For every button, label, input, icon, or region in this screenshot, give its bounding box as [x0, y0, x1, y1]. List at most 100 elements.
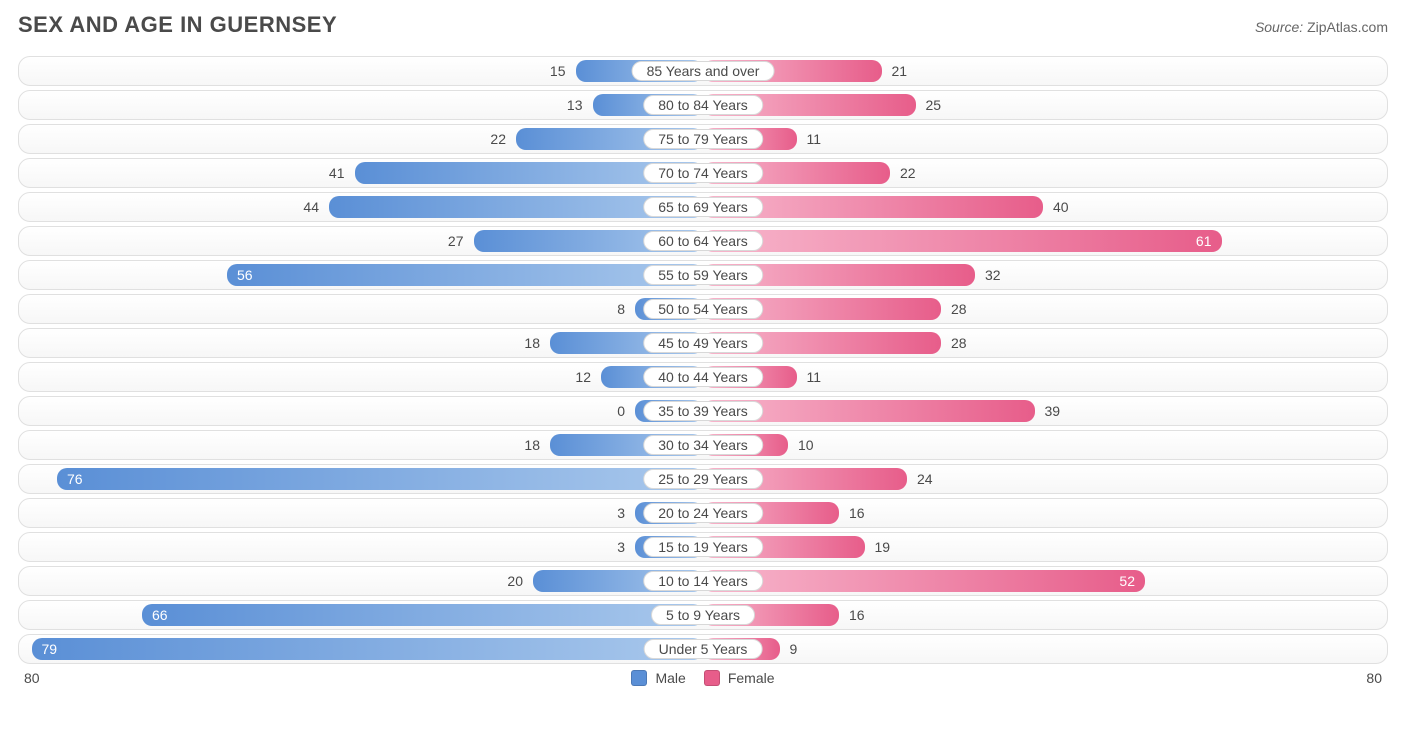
male-half: 0 — [23, 400, 703, 422]
male-half: 27 — [23, 230, 703, 252]
population-pyramid: 152185 Years and over 13 25 80 to 84 Years 2… — [18, 56, 1388, 664]
female-half: 19 — [703, 536, 1383, 558]
pyramid-row: 3 1620 to 24 Years — [18, 498, 1388, 528]
chart-header: SEX AND AGE IN GUERNSEY Source: ZipAtlas… — [18, 12, 1388, 38]
male-value: 56 — [237, 267, 253, 283]
age-category-label: 40 to 44 Years — [643, 367, 763, 387]
pyramid-row: 31915 to 19 Years — [18, 532, 1388, 562]
age-category-label: 35 to 39 Years — [643, 401, 763, 421]
age-category-label: 60 to 64 Years — [643, 231, 763, 251]
male-half: 41 — [23, 162, 703, 184]
male-value: 0 — [607, 403, 635, 419]
male-value: 76 — [67, 471, 83, 487]
female-half: 11 — [703, 366, 1383, 388]
female-bar: 61 — [703, 230, 1222, 252]
pyramid-row: 22 1175 to 79 Years — [18, 124, 1388, 154]
female-half: 25 — [703, 94, 1383, 116]
female-half: 39 — [703, 400, 1383, 422]
male-value: 79 — [42, 641, 58, 657]
male-value: 27 — [438, 233, 474, 249]
age-category-label: 70 to 74 Years — [643, 163, 763, 183]
age-category-label: 85 Years and over — [632, 61, 775, 81]
male-half: 8 — [23, 298, 703, 320]
pyramid-row: 18 10 30 to 34 Years — [18, 430, 1388, 460]
axis-right-max: 80 — [1366, 670, 1382, 686]
age-category-label: 65 to 69 Years — [643, 197, 763, 217]
male-half: 3 — [23, 502, 703, 524]
male-half: 13 — [23, 94, 703, 116]
female-value: 28 — [941, 335, 977, 351]
female-half: 28 — [703, 298, 1383, 320]
male-half: 3 — [23, 536, 703, 558]
female-value: 32 — [975, 267, 1011, 283]
male-half: 44 — [23, 196, 703, 218]
male-half: 79 — [23, 638, 703, 660]
female-half: 28 — [703, 332, 1383, 354]
male-bar: 56 — [227, 264, 703, 286]
pyramid-row: 0 3935 to 39 Years — [18, 396, 1388, 426]
age-category-label: 50 to 54 Years — [643, 299, 763, 319]
female-half: 11 — [703, 128, 1383, 150]
age-category-label: 45 to 49 Years — [643, 333, 763, 353]
pyramid-row: 27 61 60 to 64 Years — [18, 226, 1388, 256]
chart-title: SEX AND AGE IN GUERNSEY — [18, 12, 337, 38]
male-value: 3 — [607, 505, 635, 521]
male-half: 18 — [23, 434, 703, 456]
age-category-label: 20 to 24 Years — [643, 503, 763, 523]
pyramid-row: 8 2850 to 54 Years — [18, 294, 1388, 324]
female-value: 10 — [788, 437, 824, 453]
pyramid-row: 66165 to 9 Years — [18, 600, 1388, 630]
female-half: 40 — [703, 196, 1383, 218]
male-value: 3 — [607, 539, 635, 555]
male-half: 76 — [23, 468, 703, 490]
male-value: 22 — [480, 131, 516, 147]
female-half: 61 — [703, 230, 1383, 252]
age-category-label: 80 to 84 Years — [643, 95, 763, 115]
male-half: 66 — [23, 604, 703, 626]
male-value: 66 — [152, 607, 168, 623]
pyramid-row: 56 32 55 to 59 Years — [18, 260, 1388, 290]
axis-row: 80 Male Female 80 — [18, 668, 1388, 686]
female-swatch — [704, 670, 720, 686]
pyramid-row: 13 25 80 to 84 Years — [18, 90, 1388, 120]
female-bar: 52 — [703, 570, 1145, 592]
pyramid-row: 12 11 40 to 44 Years — [18, 362, 1388, 392]
female-half: 16 — [703, 502, 1383, 524]
male-value: 8 — [607, 301, 635, 317]
female-value: 24 — [907, 471, 943, 487]
legend-item-female: Female — [704, 670, 775, 686]
male-half: 56 — [23, 264, 703, 286]
pyramid-row: 799Under 5 Years — [18, 634, 1388, 664]
female-value: 19 — [865, 539, 901, 555]
female-half: 9 — [703, 638, 1383, 660]
male-bar: 76 — [57, 468, 703, 490]
female-value: 22 — [890, 165, 926, 181]
age-category-label: 30 to 34 Years — [643, 435, 763, 455]
age-category-label: 75 to 79 Years — [643, 129, 763, 149]
legend-label-female: Female — [728, 670, 775, 686]
male-half: 22 — [23, 128, 703, 150]
female-value: 25 — [916, 97, 952, 113]
age-category-label: 55 to 59 Years — [643, 265, 763, 285]
male-value: 18 — [514, 437, 550, 453]
female-value: 11 — [797, 369, 832, 385]
axis-left-max: 80 — [24, 670, 40, 686]
pyramid-row: 44 40 65 to 69 Years — [18, 192, 1388, 222]
female-value: 16 — [839, 607, 875, 623]
male-value: 12 — [565, 369, 601, 385]
male-value: 15 — [540, 63, 576, 79]
age-category-label: 10 to 14 Years — [643, 571, 763, 591]
chart-source: Source: ZipAtlas.com — [1255, 19, 1388, 35]
female-value: 40 — [1043, 199, 1079, 215]
male-bar: 66 — [142, 604, 703, 626]
pyramid-row: 41 22 70 to 74 Years — [18, 158, 1388, 188]
female-value: 61 — [1196, 233, 1212, 249]
source-label: Source: — [1255, 19, 1303, 35]
legend-item-male: Male — [631, 670, 685, 686]
male-half: 12 — [23, 366, 703, 388]
legend: Male Female — [631, 670, 774, 686]
legend-label-male: Male — [655, 670, 685, 686]
male-bar: 79 — [32, 638, 704, 660]
pyramid-row: 152185 Years and over — [18, 56, 1388, 86]
source-value: ZipAtlas.com — [1307, 19, 1388, 35]
